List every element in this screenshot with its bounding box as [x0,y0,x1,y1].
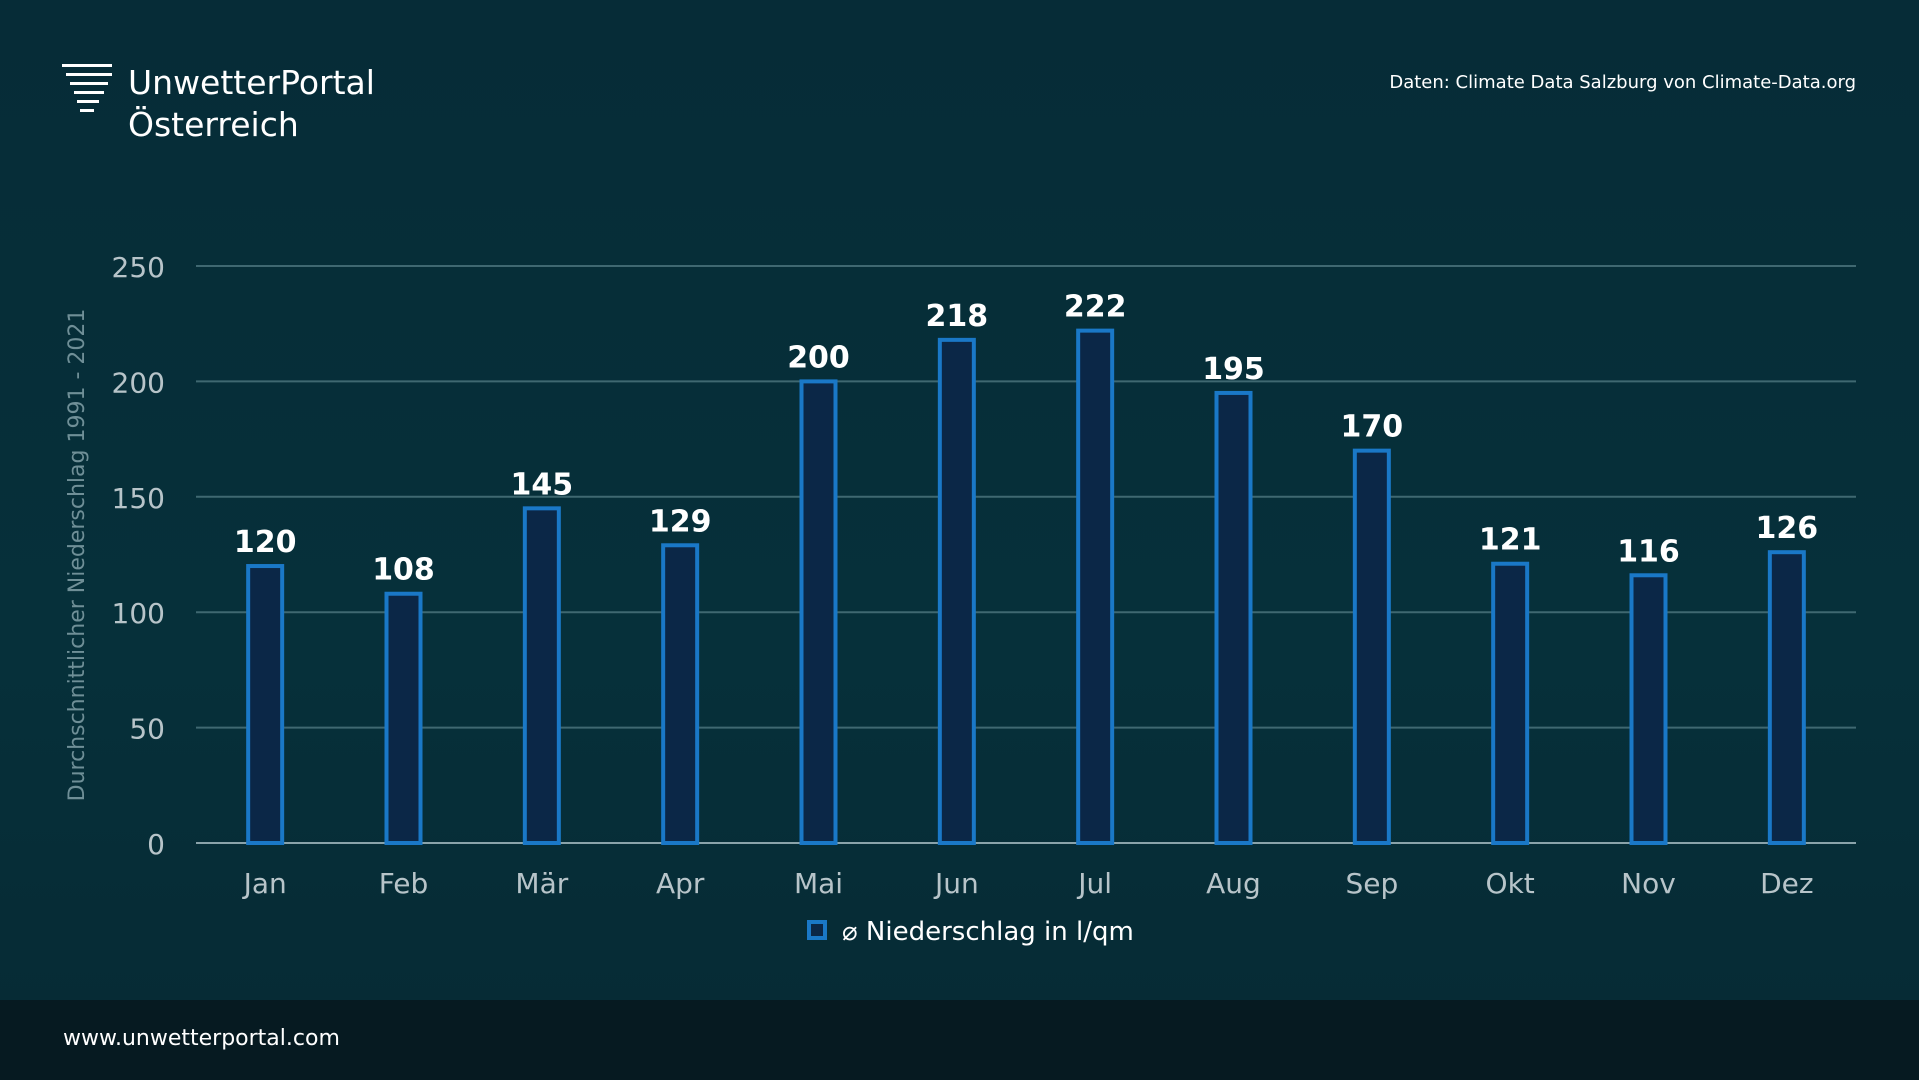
data-label: 195 [1202,352,1265,387]
legend-swatch [807,920,827,940]
data-label: 222 [1064,290,1127,325]
brand: UnwetterPortal Österreich [62,62,375,146]
bar [384,591,423,846]
x-tick-label: Dez [1760,867,1813,900]
bar [1214,390,1253,845]
x-tick-label: Aug [1206,867,1261,900]
bar [661,543,700,845]
y-tick-label: 250 [112,251,165,284]
x-tick-label: Jun [933,867,979,900]
bar [1076,328,1115,845]
data-label: 116 [1617,534,1680,569]
data-label: 129 [649,504,712,539]
y-tick-label: 150 [112,482,165,515]
weather-logo-icon [62,64,112,112]
data-label: 126 [1756,511,1819,546]
bar [937,337,976,845]
data-label: 120 [234,525,297,560]
x-tick-label: Okt [1486,867,1535,900]
y-tick-label: 50 [129,713,165,746]
footer-url[interactable]: www.unwetterportal.com [63,1026,340,1051]
brand-name-line1: UnwetterPortal [128,63,375,102]
brand-name: UnwetterPortal Österreich [128,62,375,146]
x-tick-label: Mai [794,867,843,900]
y-tick-label: 0 [147,828,165,861]
data-label: 121 [1479,523,1542,558]
precipitation-bar-chart: 0 50 100 150 200 250 Durchschnittlicher Nieder… [65,251,1856,947]
data-label: 218 [926,299,989,334]
bar [1491,561,1530,845]
x-tick-label: Jan [242,867,287,900]
data-label: 108 [372,553,435,588]
x-tick-label: Sep [1345,867,1398,900]
data-label: 145 [511,467,574,502]
bar [1352,448,1391,845]
bar [246,564,285,845]
bar [799,379,838,845]
bar [522,506,561,845]
data-source: Daten: Climate Data Salzburg von Climate… [1389,72,1856,93]
x-tick-label: Apr [656,867,705,900]
y-tick-label: 200 [112,366,165,399]
y-axis-label: Durchschnittlicher Niederschlag 1991 - 2… [65,309,90,802]
x-tick-label: Nov [1621,867,1676,900]
x-tick-label: Mär [515,867,568,900]
bar [1767,550,1806,846]
legend-label: ⌀ Niederschlag in l/qm [842,917,1134,947]
data-label: 200 [787,340,850,375]
footer: www.unwetterportal.com [0,1000,1919,1080]
brand-name-line2: Österreich [128,105,299,144]
y-tick-label: 100 [112,597,165,630]
x-tick-label: Feb [379,867,429,900]
bar [1629,573,1668,845]
x-tick-label: Jul [1076,867,1112,900]
data-label: 170 [1341,410,1404,445]
